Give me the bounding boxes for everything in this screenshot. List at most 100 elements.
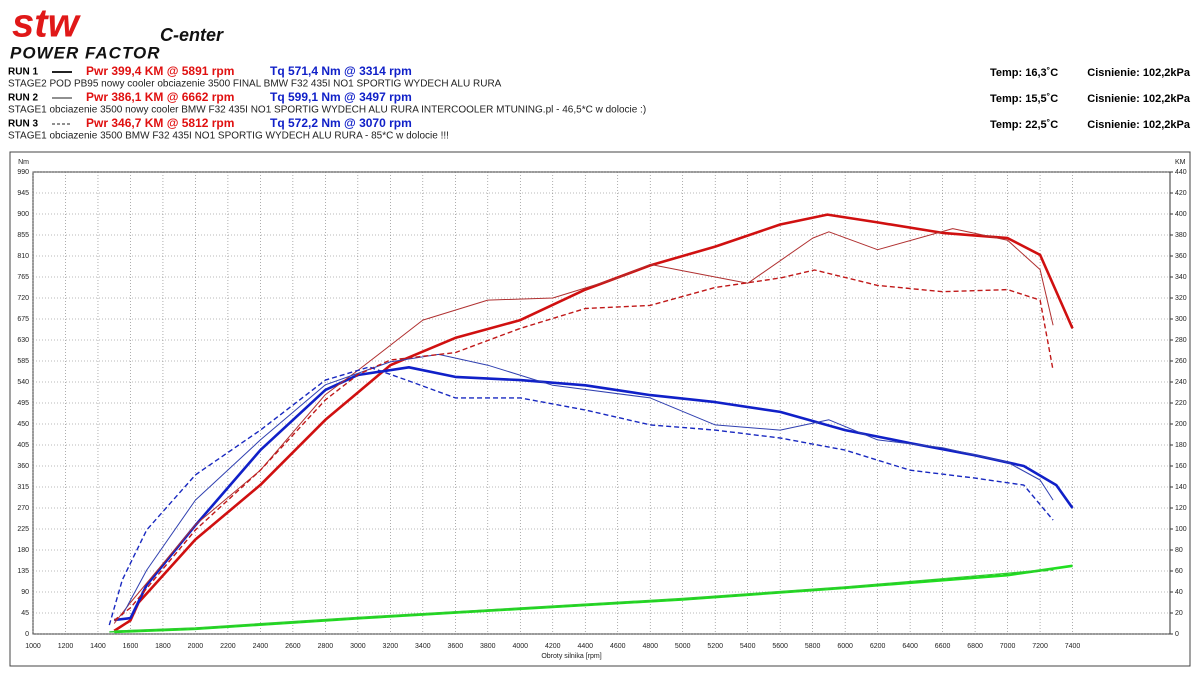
y-tick-label: 360: [17, 463, 29, 470]
y2-tick-label: 320: [1175, 295, 1187, 302]
y2-tick-label: 180: [1175, 442, 1187, 449]
y2-tick-label: 380: [1175, 232, 1187, 239]
x-tick-label: 4200: [545, 643, 561, 650]
x-tick-label: 2400: [253, 643, 269, 650]
x-tick-label: 4400: [577, 643, 593, 650]
run-torque: Tq 572,2 Nm @ 3070 rpm: [270, 116, 412, 130]
run-label: RUN 2: [8, 93, 38, 104]
y2-tick-label: 160: [1175, 463, 1187, 470]
y2-tick-label: 40: [1175, 589, 1183, 596]
logo-bottom: POWER FACTOR: [10, 43, 161, 62]
x-tick-label: 5200: [707, 643, 723, 650]
chart-frame: [9, 151, 1191, 667]
series-line: [113, 228, 1054, 624]
y-axis-label: Nm: [18, 159, 29, 166]
x-tick-label: 4600: [610, 643, 626, 650]
series-line: [113, 269, 1054, 621]
y-tick-label: 45: [21, 610, 29, 617]
x-tick-label: 7000: [1000, 643, 1016, 650]
run-temp: Temp: 22,5˚C: [990, 119, 1058, 131]
y2-tick-label: 420: [1175, 190, 1187, 197]
run-torque: Tq 599,1 Nm @ 3497 rpm: [270, 90, 412, 104]
run-power: Pwr 399,4 KM @ 5891 rpm: [86, 64, 234, 78]
run-pressure: Cisnienie: 102,2kPa: [1087, 93, 1191, 105]
series-line: [114, 366, 1074, 622]
run-description: STAGE1 obciazenie 3500 BMW F32 435I NO1 …: [8, 131, 449, 142]
y2-tick-label: 300: [1175, 316, 1187, 323]
y-tick-label: 405: [17, 442, 29, 449]
y2-axis-label: KM: [1175, 159, 1186, 166]
run-label: RUN 3: [8, 119, 38, 130]
x-tick-label: 3000: [350, 643, 366, 650]
x-tick-label: 5000: [675, 643, 691, 650]
y-tick-label: 720: [17, 295, 29, 302]
x-tick-label: 6400: [902, 643, 918, 650]
y-tick-label: 810: [17, 253, 29, 260]
y2-tick-label: 280: [1175, 337, 1187, 344]
y-tick-label: 855: [17, 232, 29, 239]
series-line: [113, 213, 1074, 632]
x-tick-label: 1400: [90, 643, 106, 650]
series-line: [114, 564, 1073, 634]
y2-tick-label: 340: [1175, 274, 1187, 281]
x-tick-label: 6200: [870, 643, 886, 650]
x-tick-label: 5400: [740, 643, 756, 650]
run-pressure: Cisnienie: 102,2kPa: [1087, 67, 1191, 79]
y-tick-label: 540: [17, 379, 29, 386]
logo-sub: C-enter: [160, 25, 224, 45]
y-tick-label: 0: [25, 631, 29, 638]
y2-tick-label: 260: [1175, 358, 1187, 365]
run-power: Pwr 386,1 KM @ 6662 rpm: [86, 90, 234, 104]
logo: stw: [12, 2, 82, 46]
run-label: RUN 1: [8, 67, 38, 78]
x-tick-label: 2600: [285, 643, 301, 650]
x-tick-label: 6600: [935, 643, 951, 650]
y-tick-label: 315: [17, 484, 29, 491]
y2-tick-label: 0: [1175, 631, 1179, 638]
y2-tick-label: 240: [1175, 379, 1187, 386]
x-tick-label: 5600: [772, 643, 788, 650]
y2-tick-label: 100: [1175, 526, 1187, 533]
y-tick-label: 135: [17, 568, 29, 575]
y-tick-label: 585: [17, 358, 29, 365]
y2-tick-label: 360: [1175, 253, 1187, 260]
x-tick-label: 3800: [480, 643, 496, 650]
y-tick-label: 225: [17, 526, 29, 533]
run-description: STAGE1 obciazenie 3500 nowy cooler BMW F…: [8, 105, 646, 116]
y-tick-label: 270: [17, 505, 29, 512]
x-tick-label: 4800: [642, 643, 658, 650]
y-tick-label: 945: [17, 190, 29, 197]
x-tick-label: 3600: [448, 643, 464, 650]
y-tick-label: 990: [17, 169, 29, 176]
x-tick-label: 2800: [318, 643, 334, 650]
series-line: [108, 366, 1054, 626]
x-tick-label: 1600: [123, 643, 139, 650]
x-tick-label: 4000: [512, 643, 528, 650]
series-line: [114, 568, 1054, 632]
y-tick-label: 765: [17, 274, 29, 281]
series-line: [109, 569, 1054, 633]
y-tick-label: 675: [17, 316, 29, 323]
y2-tick-label: 220: [1175, 400, 1187, 407]
y2-tick-label: 440: [1175, 169, 1187, 176]
x-tick-label: 3400: [415, 643, 431, 650]
x-axis-label: Obroty silnika [rpm]: [541, 653, 601, 660]
y-tick-label: 450: [17, 421, 29, 428]
y-tick-label: 900: [17, 211, 29, 218]
x-tick-label: 5800: [805, 643, 821, 650]
x-tick-label: 6800: [967, 643, 983, 650]
x-tick-label: 6000: [837, 643, 853, 650]
y2-tick-label: 200: [1175, 421, 1187, 428]
x-tick-label: 2000: [188, 643, 204, 650]
x-tick-label: 1000: [25, 643, 41, 650]
y2-tick-label: 80: [1175, 547, 1183, 554]
run-temp: Temp: 16,3˚C: [990, 67, 1058, 79]
run-description: STAGE2 POD PB95 nowy cooler obciazenie 3…: [8, 79, 502, 90]
x-tick-label: 7200: [1032, 643, 1048, 650]
x-tick-label: 2200: [220, 643, 236, 650]
x-tick-label: 3200: [383, 643, 399, 650]
y2-tick-label: 140: [1175, 484, 1187, 491]
y2-tick-label: 20: [1175, 610, 1183, 617]
x-tick-label: 1200: [58, 643, 74, 650]
run-temp: Temp: 15,5˚C: [990, 93, 1058, 105]
